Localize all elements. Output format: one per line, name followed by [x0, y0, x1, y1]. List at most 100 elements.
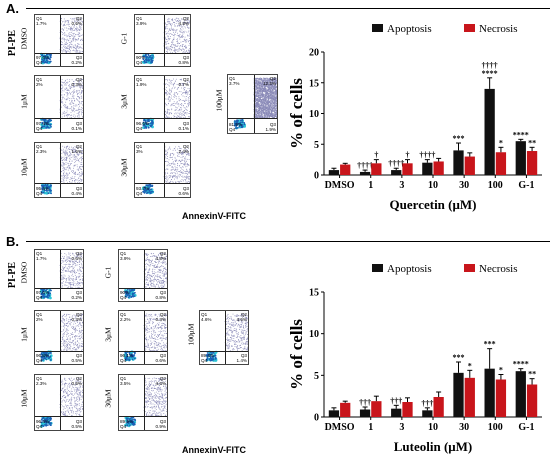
flow-dot: [178, 91, 180, 93]
flow-dot: [257, 110, 259, 111]
flow-dot: [172, 43, 173, 45]
flow-dot: [264, 93, 266, 95]
flow-dot: [75, 179, 77, 181]
flow-dot: [64, 49, 66, 51]
flow-dot: [266, 114, 267, 116]
flow-dot: [275, 80, 277, 82]
flow-dot: [180, 109, 182, 111]
flow-dot: [69, 156, 71, 158]
flow-dot: [169, 49, 171, 51]
flow-dot: [78, 98, 80, 100]
flow-dot: [268, 97, 270, 99]
flow-dot: [175, 19, 177, 21]
flow-dot: [166, 28, 168, 30]
flow-dot: [145, 126, 148, 128]
flow-dot: [255, 114, 257, 116]
flow-dot: [273, 113, 275, 115]
flow-dot: [266, 77, 268, 79]
flow-dot: [179, 21, 181, 23]
flow-dot: [183, 104, 185, 106]
flow-dot: [61, 50, 63, 52]
flow-dot: [171, 166, 173, 168]
flow-dot: [69, 44, 71, 46]
flow-dot: [182, 33, 184, 35]
flow-dot: [274, 90, 276, 92]
flow-dot: [166, 41, 168, 43]
flow-dot: [71, 100, 73, 102]
flow-dot: [266, 91, 268, 93]
flow-dot: [73, 83, 74, 85]
flow-dot: [243, 122, 246, 124]
flow-dot: [76, 23, 77, 25]
flow-dot: [177, 20, 179, 22]
flow-dot: [169, 116, 171, 118]
flow-dot: [66, 47, 68, 48]
flow-dot: [177, 112, 179, 114]
flow-dot: [259, 116, 261, 118]
flow-dot: [147, 53, 150, 56]
flow-dot: [63, 90, 65, 92]
flow-dot: [172, 87, 174, 89]
flow-dot: [261, 97, 263, 99]
flow-dot: [275, 97, 277, 99]
flow-dot: [174, 158, 176, 160]
flow-dot: [81, 47, 83, 49]
flow-dot: [260, 85, 261, 87]
flow-plot: Q1 1.9% Q2 0.7% 96.6% Q4 Q3 0.1%: [134, 75, 191, 133]
flow-dot: [168, 29, 170, 31]
flow-dot: [79, 30, 81, 31]
flow-dot: [171, 109, 173, 111]
flow-dot: [71, 19, 73, 21]
flow-dot: [184, 96, 186, 98]
flow-dot: [267, 97, 269, 99]
flow-dot: [65, 149, 67, 151]
flow-dot: [77, 111, 79, 113]
flow-dot: [257, 113, 259, 115]
quadrant-q4-value: 81.9% Q4: [229, 122, 243, 132]
flow-dot: [72, 180, 74, 181]
flow-dot: [81, 116, 83, 118]
flow-dot: [61, 18, 62, 19]
flow-dot: [177, 21, 179, 23]
flow-dot: [170, 148, 172, 150]
flow-dot: [259, 84, 260, 86]
flow-dot: [186, 178, 187, 180]
flow-dot: [167, 156, 168, 157]
flow-dot: [268, 108, 270, 110]
flow-dot: [265, 92, 267, 94]
flow-dot: [66, 110, 68, 112]
flow-dot: [241, 121, 244, 124]
flow-dot: [45, 127, 47, 129]
quadrant-q4-value: 97.4% Q4: [36, 121, 50, 131]
flow-dot: [264, 105, 266, 107]
flow-dot: [62, 156, 64, 158]
flow-dot: [75, 147, 77, 148]
flow-dot: [171, 175, 173, 177]
flow-dot: [69, 179, 71, 180]
flow-dot: [169, 89, 171, 91]
flow-dot: [76, 94, 78, 96]
flow-dot: [81, 82, 83, 84]
flow-dot: [188, 94, 190, 95]
flow-dot: [66, 149, 68, 151]
flow-dot: [66, 98, 68, 100]
flow-dot: [65, 167, 67, 169]
flow-dot: [260, 104, 262, 106]
flow-dot: [262, 110, 264, 112]
flow-dot: [267, 93, 269, 95]
flow-dot: [69, 28, 71, 30]
flow-dot: [269, 77, 271, 79]
flow-dot: [181, 44, 183, 46]
flow-dot: [169, 93, 171, 95]
flow-dot: [74, 161, 76, 163]
flow-dot: [276, 92, 277, 94]
flow-dot: [80, 157, 82, 159]
flow-dot: [183, 32, 185, 34]
flow-dot: [269, 95, 270, 97]
flow-dot: [81, 165, 83, 167]
flow-dot: [173, 31, 174, 33]
flow-dot: [276, 111, 277, 113]
flow-dot: [264, 84, 266, 86]
flow-dot: [171, 88, 173, 90]
flow-dot: [261, 109, 263, 111]
